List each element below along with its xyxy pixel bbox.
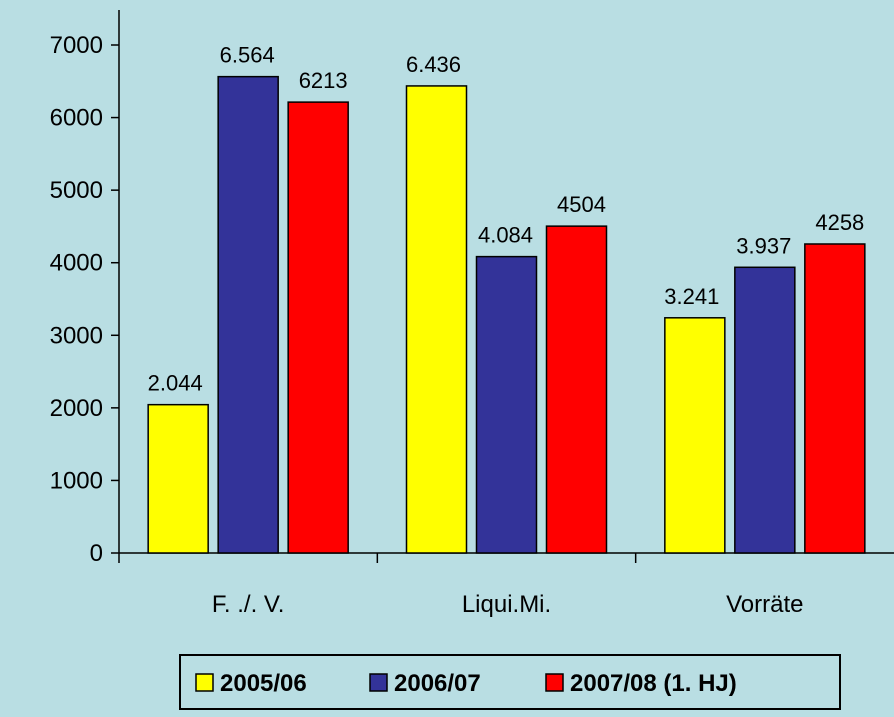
y-tick-label: 0	[90, 540, 103, 567]
data-label: 4.084	[478, 223, 533, 248]
y-tick-label: 2000	[50, 395, 103, 422]
bar-2007-08-1-hj-	[545, 225, 608, 554]
bar-2006-07	[734, 266, 796, 554]
x-category-label: F. ./. V.	[212, 591, 284, 618]
legend-box	[179, 654, 841, 710]
data-label: 6213	[299, 68, 348, 93]
data-label: 3.241	[664, 284, 719, 309]
y-tick-label: 4000	[50, 250, 103, 277]
bar-2006-07	[217, 75, 279, 554]
x-category-label: Liqui.Mi.	[462, 591, 551, 618]
y-axis: 0 1000 2000 3000 4000 5000 6000 7000	[50, 10, 120, 567]
y-tick-label: 1000	[50, 467, 103, 494]
bar-2005-06	[405, 85, 468, 554]
bar-2007-08-1-hj-	[287, 101, 349, 554]
data-label: 4504	[557, 192, 606, 217]
data-label: 6.436	[406, 52, 461, 77]
data-label: 3.937	[736, 233, 791, 258]
legend-label: 2006/07	[394, 670, 481, 697]
y-tick-label: 6000	[50, 105, 103, 132]
legend-label: 2007/08 (1. HJ)	[570, 670, 737, 697]
bar-2005-06	[147, 403, 209, 554]
bar-2007-08-1-hj-	[804, 243, 866, 554]
data-label: 2.044	[148, 371, 203, 396]
x-axis: F. ./. V. Liqui.Mi. Vorräte	[118, 552, 894, 618]
legend-swatch	[369, 673, 388, 692]
x-category-label: Vorräte	[726, 591, 803, 618]
y-tick-label: 7000	[50, 32, 103, 59]
data-labels: 2.044 6.436 3.241 6.564 4.084 3.937 6213 4504 42…	[148, 43, 865, 396]
legend: 2005/06 2006/07 2007/08 (1. HJ)	[179, 654, 841, 710]
y-tick-label: 3000	[50, 322, 103, 349]
legend-swatch	[195, 673, 214, 692]
legend-swatch	[545, 673, 564, 692]
bars	[147, 75, 866, 554]
bar-2005-06	[664, 317, 726, 554]
legend-label: 2005/06	[220, 670, 307, 697]
data-label: 6.564	[220, 43, 275, 68]
bar-2006-07	[475, 255, 538, 554]
y-tick-label: 5000	[50, 177, 103, 204]
data-label: 4258	[815, 210, 864, 235]
